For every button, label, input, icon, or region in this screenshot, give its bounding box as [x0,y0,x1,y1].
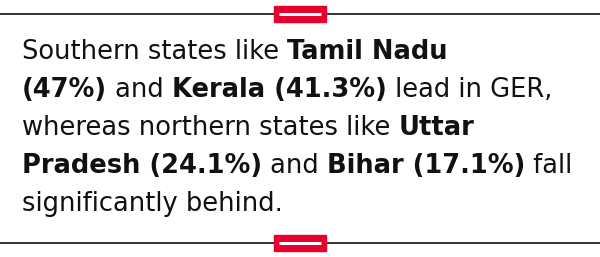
Text: and: and [262,153,327,179]
Text: and: and [107,77,172,103]
Text: (47%): (47%) [22,77,107,103]
Text: Pradesh (24.1%): Pradesh (24.1%) [22,153,262,179]
Text: Bihar (17.1%): Bihar (17.1%) [327,153,526,179]
Text: Tamil Nadu: Tamil Nadu [287,39,448,65]
Text: Southern states like: Southern states like [22,39,287,65]
Text: fall: fall [526,153,572,179]
Bar [274,6,326,22]
Text: Uttar: Uttar [398,115,474,141]
Text: Kerala (41.3%): Kerala (41.3%) [172,77,387,103]
Bar [274,235,326,251]
Text: lead in GER,: lead in GER, [387,77,552,103]
Text: significantly behind.: significantly behind. [22,191,283,217]
Text: whereas northern states like: whereas northern states like [22,115,398,141]
